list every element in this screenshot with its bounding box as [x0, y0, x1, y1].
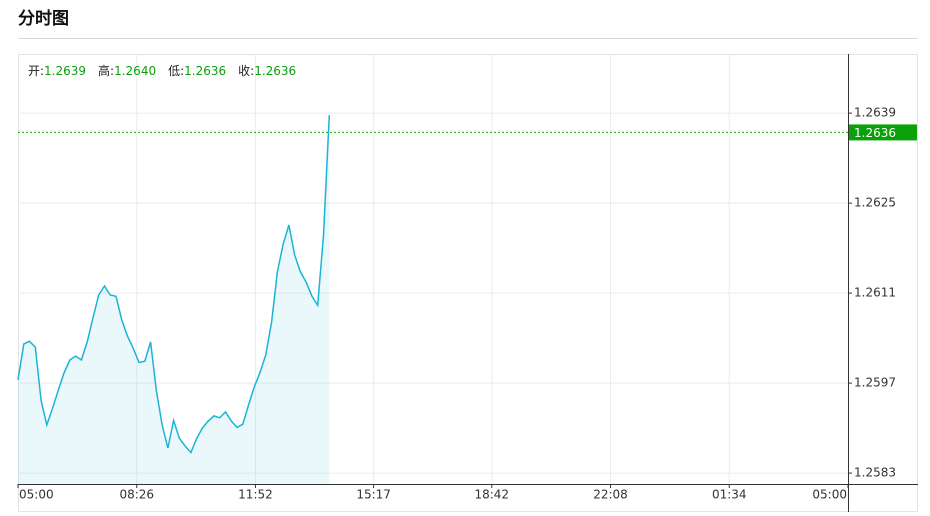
y-tick-label: 1.2597 — [854, 376, 896, 390]
x-tick-label: 05:00 — [812, 488, 847, 502]
header-value: 1.2639 — [44, 64, 86, 78]
x-tick-label: 18:42 — [474, 488, 509, 502]
price-label-box — [849, 124, 917, 141]
grid — [18, 54, 848, 484]
x-tick-label: 11:52 — [238, 488, 273, 502]
x-tick-label: 01:34 — [712, 488, 747, 502]
header-value: 1.2640 — [114, 64, 156, 78]
page-title: 分时图 — [18, 9, 69, 29]
y-tick-label: 1.2625 — [854, 196, 896, 210]
line — [17, 115, 331, 454]
price-label: 1.2636 — [854, 126, 896, 140]
header-key: 低: — [168, 64, 184, 78]
header-key: 高: — [98, 63, 114, 78]
header-key: 收: — [238, 64, 254, 78]
chart-frame — [18, 54, 918, 512]
header-value: 1.2636 — [254, 64, 296, 78]
x-tick-label: 22:08 — [593, 488, 628, 502]
header-key: 开: — [28, 64, 44, 78]
y-tick-label: 1.2583 — [854, 466, 896, 480]
x-tick-label: 15:17 — [356, 488, 391, 502]
y-tick-label: 1.2611 — [854, 286, 896, 300]
y-tick-label: 1.2639 — [854, 106, 896, 120]
area — [18, 115, 330, 484]
header-value: 1.2636 — [184, 64, 226, 78]
x-tick-label: 05:00 — [19, 488, 54, 502]
x-tick-label: 08:26 — [119, 488, 154, 502]
plot — [17, 115, 331, 484]
ohlc-header: 开:1.2639 高:1.2640 低:1.2636 收:1.2636 — [28, 63, 296, 78]
